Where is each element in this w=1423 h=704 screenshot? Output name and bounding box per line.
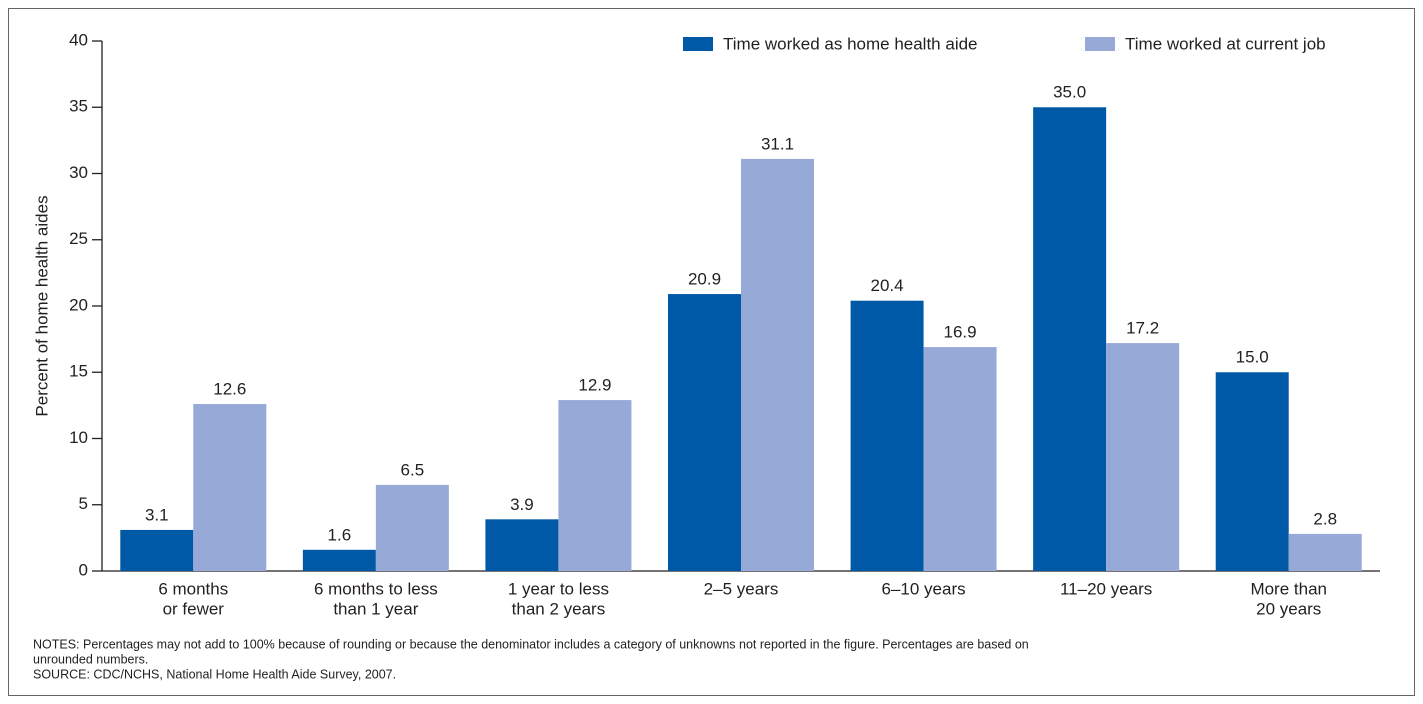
value-label: 31.1 — [761, 134, 794, 153]
y-tick-label: 35 — [69, 97, 88, 116]
value-label: 15.0 — [1236, 348, 1269, 367]
y-tick-label: 5 — [79, 494, 88, 513]
bar — [302, 549, 376, 571]
value-label: 2.8 — [1313, 509, 1337, 528]
y-tick-label: 15 — [69, 362, 88, 381]
bar — [120, 529, 194, 571]
value-label: 12.6 — [213, 380, 246, 399]
value-label: 3.9 — [510, 495, 534, 514]
x-tick-label: than 1 year — [333, 599, 418, 618]
x-tick-label: or fewer — [163, 599, 225, 618]
y-tick-label: 0 — [79, 560, 88, 579]
legend-label: Time worked at current job — [1125, 34, 1326, 53]
y-tick-label: 30 — [69, 163, 88, 182]
value-label: 20.4 — [871, 276, 904, 295]
frame — [8, 8, 1415, 696]
value-label: 12.9 — [578, 376, 611, 395]
legend-label: Time worked as home health aide — [723, 34, 978, 53]
bar — [1106, 343, 1180, 571]
x-tick-label: 2–5 years — [704, 579, 779, 598]
bar — [1215, 372, 1289, 571]
bar — [741, 158, 814, 572]
bar — [850, 300, 924, 571]
legend-swatch — [683, 37, 713, 51]
x-tick-label: 20 years — [1256, 599, 1321, 618]
x-tick-label: 1 year to less — [508, 579, 609, 598]
bar — [485, 519, 559, 571]
note: NOTES: Percentages may not add to 100% b… — [33, 637, 1029, 651]
bar — [1033, 107, 1107, 571]
x-tick-label: than 2 years — [512, 599, 606, 618]
x-tick-label: More than — [1250, 579, 1327, 598]
bar — [923, 347, 997, 571]
bar — [668, 294, 741, 571]
bar — [558, 400, 632, 571]
value-label: 6.5 — [401, 460, 425, 479]
bar — [1288, 533, 1362, 571]
bar — [375, 484, 449, 571]
legend-swatch — [1085, 37, 1115, 51]
y-tick-label: 20 — [69, 295, 88, 314]
x-tick-label: 11–20 years — [1060, 579, 1152, 598]
y-tick-label: 10 — [69, 428, 88, 447]
value-label: 1.6 — [328, 525, 352, 544]
y-tick-label: 25 — [69, 229, 88, 248]
note: unrounded numbers. — [33, 652, 148, 666]
value-label: 16.9 — [944, 323, 977, 342]
value-label: 20.9 — [688, 270, 721, 289]
value-label: 17.2 — [1126, 319, 1159, 338]
x-tick-label: 6–10 years — [882, 579, 966, 598]
x-tick-label: 6 months to less — [314, 579, 438, 598]
y-axis-label: Percent of home health aides — [32, 195, 51, 416]
note: SOURCE: CDC/NCHS, National Home Health A… — [33, 667, 396, 681]
y-tick-label: 40 — [69, 30, 88, 49]
x-tick-label: 6 months — [158, 579, 228, 598]
value-label: 35.0 — [1053, 83, 1086, 102]
value-label: 3.1 — [145, 505, 169, 524]
bar — [193, 404, 267, 571]
